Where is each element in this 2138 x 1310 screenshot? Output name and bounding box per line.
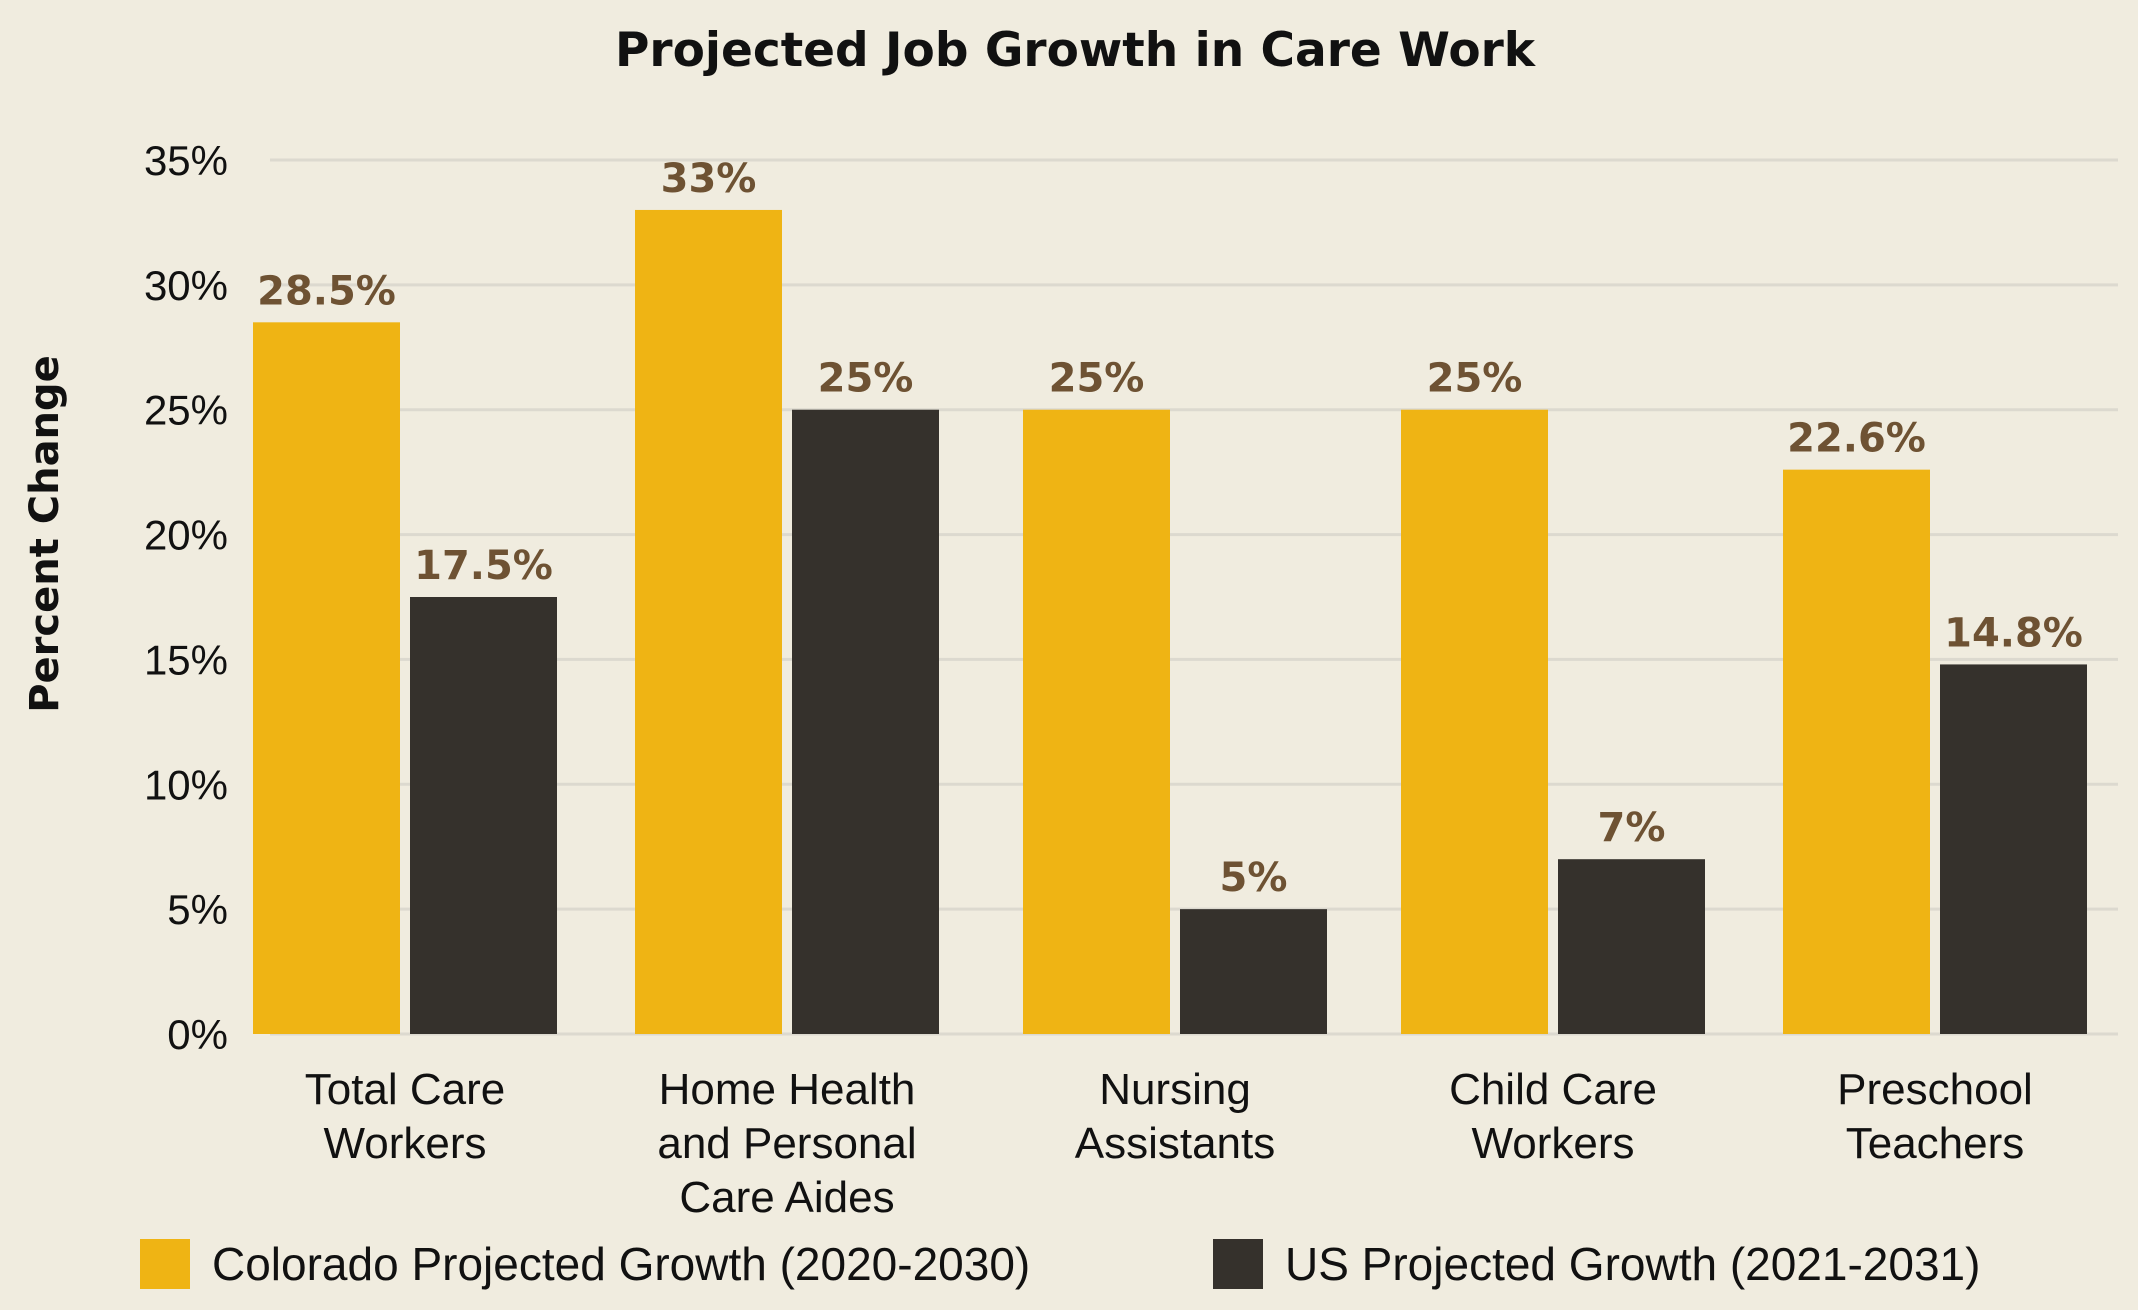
bar-colorado <box>1401 409 1548 1034</box>
x-axis-categories: Total Care Workers Home Health and Personal… <box>305 1065 2033 1222</box>
category-label-line: Assistants <box>1075 1119 1276 1168</box>
bar-us <box>792 409 939 1034</box>
category-label-line: Workers <box>1472 1119 1635 1168</box>
bar-colorado <box>253 322 400 1034</box>
data-label: 7% <box>1598 805 1666 851</box>
bar-us <box>1940 664 2087 1034</box>
category-label-line: Nursing <box>1099 1065 1251 1114</box>
data-label: 25% <box>1427 356 1523 402</box>
data-label: 33% <box>661 156 757 202</box>
y-tick-label: 35% <box>144 137 228 184</box>
data-label: 5% <box>1220 855 1288 901</box>
legend-swatch <box>140 1239 190 1289</box>
category-label: Preschool Teachers <box>1837 1065 2033 1168</box>
y-tick-label: 10% <box>144 761 228 808</box>
value-labels: 28.5% 33% 25% 25% 22.6% 17.5% 25% 5% 7% 14.8% <box>257 156 2083 901</box>
bar-colorado <box>1783 469 1930 1034</box>
bar-us <box>1558 859 1705 1034</box>
y-tick-label: 30% <box>144 262 228 309</box>
data-label: 14.8% <box>1944 610 2083 656</box>
legend-label: Colorado Projected Growth (2020-2030) <box>212 1238 1030 1290</box>
data-label: 17.5% <box>414 543 553 589</box>
data-label: 22.6% <box>1787 416 1926 462</box>
category-label: Total Care Workers <box>305 1065 506 1168</box>
category-label: Home Health and Personal Care Aides <box>657 1065 916 1222</box>
y-tick-label: 5% <box>167 886 228 933</box>
category-label-line: Home Health <box>659 1065 916 1114</box>
y-tick-label: 20% <box>144 512 228 559</box>
category-label-line: Total Care <box>305 1065 506 1114</box>
legend-label: US Projected Growth (2021-2031) <box>1285 1238 1980 1290</box>
gridlines <box>270 158 2118 1036</box>
category-label-line: Care Aides <box>679 1173 894 1222</box>
category-label-line: Child Care <box>1449 1065 1657 1114</box>
category-label-line: Workers <box>324 1119 487 1168</box>
data-label: 25% <box>1049 356 1145 402</box>
y-tick-label: 25% <box>144 387 228 434</box>
bar-us <box>1180 909 1327 1034</box>
bars <box>253 209 2087 1034</box>
data-label: 28.5% <box>257 268 396 314</box>
data-label: 25% <box>818 356 914 402</box>
legend-swatch <box>1213 1239 1263 1289</box>
legend: Colorado Projected Growth (2020-2030) US … <box>140 1238 1980 1290</box>
y-axis-label: Percent Change <box>22 355 68 713</box>
chart-title: Projected Job Growth in Care Work <box>615 23 1537 78</box>
category-label: Child Care Workers <box>1449 1065 1657 1168</box>
category-label-line: Teachers <box>1846 1119 2025 1168</box>
bar-us <box>410 597 557 1034</box>
category-label-line: and Personal <box>657 1119 916 1168</box>
category-label: Nursing Assistants <box>1075 1065 1276 1168</box>
category-label-line: Preschool <box>1837 1065 2033 1114</box>
y-tick-label: 15% <box>144 636 228 683</box>
bar-colorado <box>1023 409 1170 1034</box>
bar-colorado <box>635 209 782 1034</box>
y-tick-label: 0% <box>167 1011 228 1058</box>
y-axis-ticks: 0% 5% 10% 15% 20% 25% 30% 35% <box>144 137 228 1058</box>
